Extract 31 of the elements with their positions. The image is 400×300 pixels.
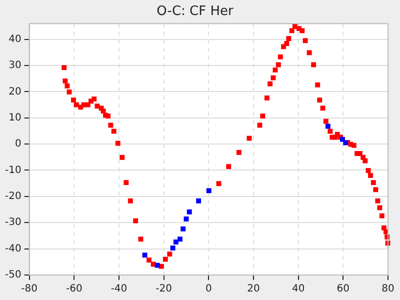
point: [154, 262, 160, 268]
x-tick-label: -20: [156, 284, 172, 295]
x-tick-label: -60: [66, 284, 82, 295]
point: [186, 209, 192, 214]
y-tick-label: 40: [8, 34, 22, 45]
x-tick-label: 60: [336, 284, 350, 295]
x-tick-label: 20: [247, 284, 260, 295]
point: [184, 216, 189, 222]
y-tick-label: 10: [8, 112, 22, 124]
y-tick-label: 20: [8, 86, 22, 98]
point: [206, 188, 212, 194]
point: [173, 240, 178, 244]
x-tick-label: 80: [382, 284, 394, 295]
point: [142, 252, 148, 258]
chart-title: O-C: CF Her: [156, 4, 234, 20]
y-tick-label: 0: [14, 138, 22, 150]
point: [170, 246, 176, 250]
y-tick-label: -10: [4, 164, 22, 176]
point: [325, 124, 330, 129]
x-tick-label: -80: [21, 284, 38, 295]
x-tick-label: 40: [292, 284, 305, 295]
point: [196, 198, 202, 204]
x-tick-label: 0: [205, 284, 212, 295]
y-tick-label: -50: [4, 270, 22, 281]
y-tick-label: -30: [4, 217, 22, 228]
point: [180, 226, 186, 232]
y-tick-label: -40: [4, 243, 22, 254]
point: [178, 236, 182, 242]
y-tick-label: 30: [8, 60, 22, 72]
x-tick-label: -40: [110, 284, 128, 295]
y-tick-label: -20: [4, 191, 22, 202]
